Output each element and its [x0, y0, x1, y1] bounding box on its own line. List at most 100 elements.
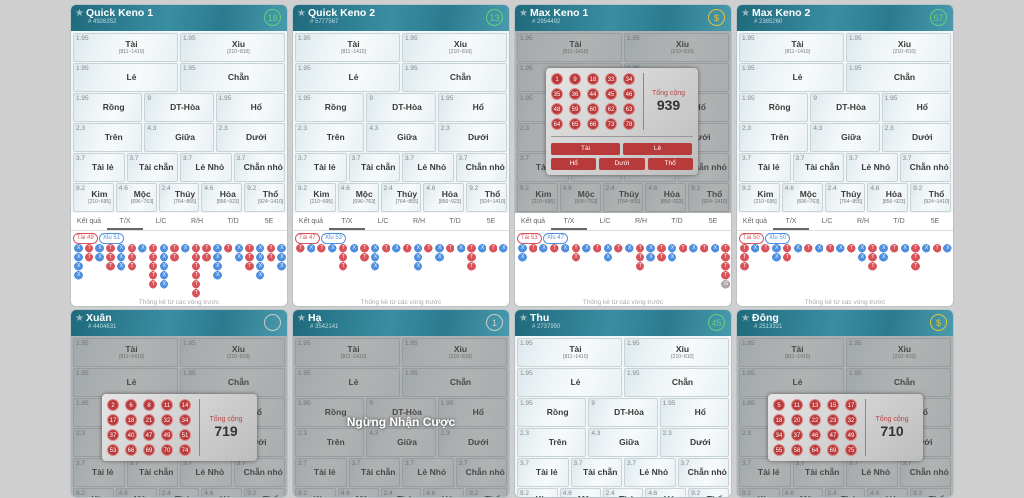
bet-option-Lẻ Nhỏ[interactable]: 3.7Lẻ Nhỏ — [180, 458, 232, 487]
bet-option-Tài[interactable]: 1.95 Tài [811~1410] — [517, 338, 622, 367]
bet-option-Chẵn[interactable]: 1.95 Chẵn — [846, 63, 951, 92]
tab-T/X[interactable]: T/X — [107, 213, 143, 230]
bet-option-Dưới[interactable]: 2.3 Dưới — [881, 123, 951, 152]
bet-option-DT-Hòa[interactable]: 9 DT-Hòa — [588, 398, 658, 427]
bet-option-Dưới[interactable]: 2.3 Dưới — [659, 428, 729, 457]
tab-Kết quả[interactable]: Kết quả — [298, 218, 324, 225]
bet-option-Trên[interactable]: 2.3 Trên — [295, 428, 365, 457]
bet-option-Xỉu[interactable]: 1.95 Xỉu [210~810] — [180, 338, 285, 367]
bet-option-Rồng[interactable]: 1.95 Rồng — [295, 93, 365, 122]
favorite-star-icon[interactable]: ★ — [297, 8, 306, 19]
tab-T/D[interactable]: T/D — [227, 218, 239, 225]
bet-option-Lẻ[interactable]: 1.95 Lẻ — [295, 63, 400, 92]
tab-T/D[interactable]: T/D — [449, 218, 461, 225]
tab-T/D[interactable]: T/D — [671, 218, 683, 225]
bet-option-Lẻ Nhỏ[interactable]: 3.7Lẻ Nhỏ — [180, 153, 232, 182]
tab-L/C[interactable]: L/C — [599, 218, 611, 225]
bet-option-Tài chẵn[interactable]: 3.7Tài chẵn — [792, 153, 844, 182]
bet-option-Giữa[interactable]: 4.3 Giữa — [366, 123, 436, 152]
bet-option-Xỉu[interactable]: 1.95 Xỉu [210~810] — [846, 338, 951, 367]
tab-R/H[interactable]: R/H — [412, 218, 426, 225]
bet-option-Xỉu[interactable]: 1.95 Xỉu [210~810] — [402, 338, 507, 367]
tab-5E[interactable]: 5E — [708, 218, 718, 225]
bet-option-Lẻ[interactable]: 1.95 Lẻ — [73, 63, 178, 92]
bet-option-Chẵn nhỏ[interactable]: 3.7Chẵn nhỏ — [455, 153, 507, 182]
bet-option-Lẻ Nhỏ[interactable]: 3.7Lẻ Nhỏ — [624, 458, 676, 487]
bet-option-Tài chẵn[interactable]: 3.7Tài chẵn — [348, 458, 400, 487]
tab-5E[interactable]: 5E — [264, 218, 274, 225]
tab-L/C[interactable]: L/C — [155, 218, 167, 225]
bet-option-Tài lẻ[interactable]: 3.7 Tài lẻ — [73, 458, 125, 487]
tab-L/C[interactable]: L/C — [821, 218, 833, 225]
bet-option-Lẻ[interactable]: 1.95 Lẻ — [739, 368, 844, 397]
tab-Kết quả[interactable]: Kết quả — [742, 218, 768, 225]
bet-option-Tài chẵn[interactable]: 3.7Tài chẵn — [570, 458, 622, 487]
bet-option-Tài lẻ[interactable]: 3.7 Tài lẻ — [73, 153, 125, 182]
bet-option-Trên[interactable]: 2.3 Trên — [517, 428, 587, 457]
bet-option-Tài[interactable]: 1.95 Tài [811~1410] — [73, 338, 178, 367]
bet-option-Chẵn[interactable]: 1.95 Chẵn — [180, 63, 285, 92]
favorite-star-icon[interactable]: ★ — [741, 313, 750, 324]
bet-option-Lẻ Nhỏ[interactable]: 3.7Lẻ Nhỏ — [846, 458, 898, 487]
favorite-star-icon[interactable]: ★ — [519, 8, 528, 19]
bet-option-Tài lẻ[interactable]: 3.7 Tài lẻ — [517, 458, 569, 487]
bet-option-Tài[interactable]: 1.95 Tài [811~1410] — [517, 33, 622, 62]
bet-option-Trên[interactable]: 2.3 Trên — [295, 123, 365, 152]
bet-option-Xỉu[interactable]: 1.95 Xỉu [210~810] — [846, 33, 951, 62]
bet-option-Rồng[interactable]: 1.95 Rồng — [739, 93, 809, 122]
tab-T/X[interactable]: T/X — [551, 213, 587, 230]
bet-option-Tài chẵn[interactable]: 3.7Tài chẵn — [126, 153, 178, 182]
bet-option-Lẻ Nhỏ[interactable]: 3.7Lẻ Nhỏ — [402, 153, 454, 182]
bet-option-DT-Hòa[interactable]: 9 DT-Hòa — [144, 93, 214, 122]
bet-option-Trên[interactable]: 2.3 Trên — [739, 123, 809, 152]
bet-option-Xỉu[interactable]: 1.95 Xỉu [210~810] — [402, 33, 507, 62]
bet-option-Lẻ[interactable]: 1.95 Lẻ — [739, 63, 844, 92]
bet-option-Tài lẻ[interactable]: 3.7 Tài lẻ — [739, 153, 791, 182]
bet-option-Lẻ Nhỏ[interactable]: 3.7Lẻ Nhỏ — [402, 458, 454, 487]
bet-option-Chẵn nhỏ[interactable]: 3.7Chẵn nhỏ — [233, 458, 285, 487]
tab-L/C[interactable]: L/C — [377, 218, 389, 225]
bet-option-Rồng[interactable]: 1.95 Rồng — [73, 93, 143, 122]
bet-option-Chẵn nhỏ[interactable]: 3.7Chẵn nhỏ — [899, 153, 951, 182]
bet-option-Hổ[interactable]: 1.95 Hổ — [437, 398, 507, 427]
bet-option-Tài[interactable]: 1.95 Tài [811~1410] — [739, 33, 844, 62]
favorite-star-icon[interactable]: ★ — [297, 313, 306, 324]
bet-option-DT-Hòa[interactable]: 9 DT-Hòa — [366, 398, 436, 427]
bet-option-Tài[interactable]: 1.95 Tài [811~1410] — [73, 33, 178, 62]
bet-option-DT-Hòa[interactable]: 9 DT-Hòa — [366, 93, 436, 122]
bet-option-Chẵn nhỏ[interactable]: 3.7Chẵn nhỏ — [899, 458, 951, 487]
tab-Kết quả[interactable]: Kết quả — [76, 218, 102, 225]
bet-option-Tài chẵn[interactable]: 3.7Tài chẵn — [348, 153, 400, 182]
bet-option-DT-Hòa[interactable]: 9 DT-Hòa — [810, 93, 880, 122]
favorite-star-icon[interactable]: ★ — [75, 8, 84, 19]
bet-option-Tài lẻ[interactable]: 3.7 Tài lẻ — [295, 153, 347, 182]
tab-R/H[interactable]: R/H — [634, 218, 648, 225]
